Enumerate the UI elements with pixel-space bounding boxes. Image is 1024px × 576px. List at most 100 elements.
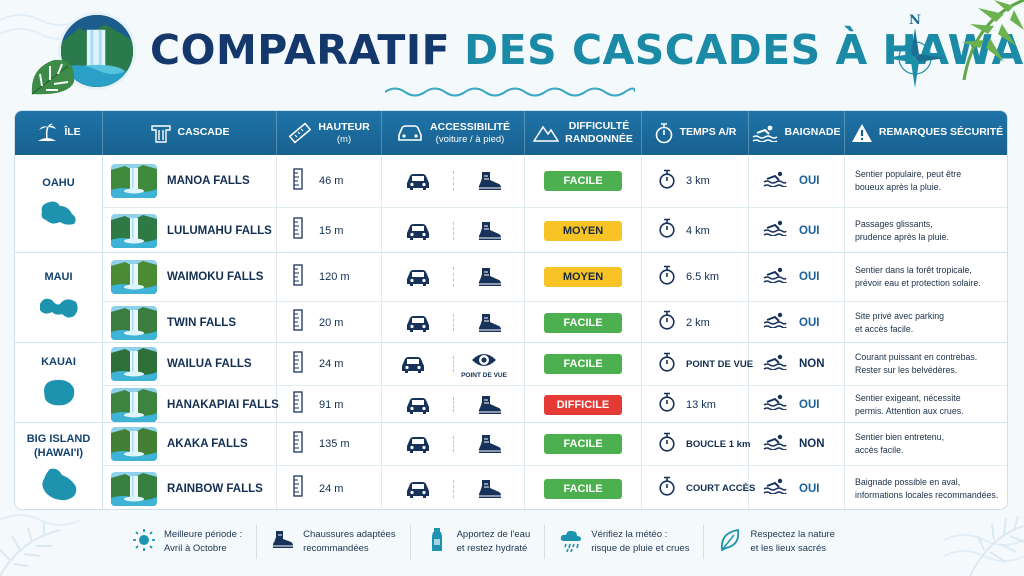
time-value: COURT ACCÈS: [686, 483, 756, 494]
swimmer-icon: [753, 125, 778, 142]
stopwatch-icon: [658, 169, 676, 194]
sun-icon: [132, 527, 156, 558]
tip-text: Respectez la nature et les lieux sacrés: [750, 529, 835, 554]
height-value: 120 m: [319, 271, 350, 283]
tip-text: Chaussures adaptées recommandées: [303, 529, 396, 554]
cascade-cell: TWIN FALLS: [103, 302, 277, 343]
height-cell: 24 m: [277, 466, 382, 509]
water-bottle-icon: [425, 527, 449, 558]
swim-value: NON: [799, 358, 825, 370]
hiking-boot-icon: [475, 220, 503, 242]
remark-line: Sentier populaire, peut être: [855, 169, 962, 180]
tip-item: Vérifiez la météo : risque de pluie et cr…: [545, 525, 705, 559]
height-cell: 120 m: [277, 253, 382, 301]
compass-rose-icon: N: [885, 13, 945, 88]
time-value: 2 km: [686, 316, 710, 329]
table-body: OAHU MANOA FALLS 46 m FACILE 3 km OUI Sentier …: [15, 155, 1007, 509]
remark-line: permis. Attention aux crues.: [855, 405, 964, 416]
ruler-icon: [293, 475, 303, 502]
swim-value: OUI: [799, 398, 820, 411]
swim-cell: OUI: [749, 253, 845, 301]
header-difficulte: DIFFICULTÉ RANDONNÉE: [525, 111, 642, 155]
cascade-name: LULUMAHU FALLS: [167, 224, 272, 237]
remark-cell: Site privé avec parking et accès facile.: [845, 302, 1007, 343]
table-row: RAINBOW FALLS 24 m FACILE COURT ACCÈS OUI Bai…: [103, 465, 1007, 509]
swimmer-icon: [763, 312, 787, 333]
access-cell: [382, 253, 525, 301]
cascade-name: AKAKA FALLS: [167, 438, 248, 450]
swim-value: OUI: [799, 316, 820, 329]
time-value: 13 km: [686, 398, 716, 411]
table-row: WAIMOKU FALLS 120 m MOYEN 6.5 km OUI Sentier …: [103, 253, 1007, 301]
remark-line: accès facile.: [855, 445, 904, 455]
island-map-icon: [41, 201, 76, 226]
swim-value: OUI: [799, 482, 820, 495]
difficulty-badge: FACILE: [544, 434, 622, 454]
car-icon: [404, 312, 432, 334]
island-name: MAUI: [44, 270, 73, 283]
header-remarques: REMARQUES SÉCURITÉ: [845, 111, 1007, 155]
tip-text: Vérifiez la météo : risque de pluie et cr…: [591, 529, 690, 554]
rain-cloud-icon: [559, 527, 583, 558]
time-value: 4 km: [686, 224, 710, 237]
island-cell: MAUI: [15, 253, 103, 342]
access-label: POINT DE VUE: [461, 372, 507, 379]
car-icon: [404, 478, 432, 500]
header-baignade: BAIGNADE: [749, 111, 845, 155]
access-cell: POINT DE VUE: [382, 343, 525, 385]
remark-line: informations locales recommandées.: [855, 489, 999, 500]
time-value: 3 km: [686, 175, 710, 187]
car-icon: [404, 220, 432, 242]
difficulty-cell: FACILE: [525, 155, 642, 207]
island-map-icon: [41, 468, 76, 500]
waterfall-photo: [111, 164, 157, 198]
difficulty-cell: FACILE: [525, 423, 642, 465]
cascade-name: WAIMOKU FALLS: [167, 271, 264, 283]
difficulty-badge: FACILE: [544, 312, 622, 333]
cascade-cell: MANOA FALLS: [103, 155, 277, 207]
stopwatch-icon: [658, 352, 676, 377]
swim-value: OUI: [799, 271, 820, 283]
time-cell: 3 km: [642, 155, 749, 207]
time-cell: BOUCLE 1 km: [642, 423, 750, 465]
remark-line: Rester sur les belvédères.: [855, 365, 958, 375]
mountain-icon: [533, 125, 560, 142]
height-value: 46 m: [319, 175, 344, 187]
difficulty-badge: MOYEN: [544, 220, 622, 241]
palm-leaf-decoration: [969, 515, 1024, 576]
time-value: POINT DE VUE: [686, 358, 754, 370]
cascade-cell: LULUMAHU FALLS: [103, 208, 277, 253]
swimmer-icon: [763, 171, 787, 192]
tip-text: Meilleure période : Avril à Octobre: [164, 529, 243, 554]
height-cell: 24 m: [277, 343, 382, 385]
hiking-boot-icon: [475, 170, 503, 192]
time-cell: COURT ACCÈS: [642, 466, 755, 509]
header-temps: TEMPS A/R: [642, 111, 749, 155]
island-name: OAHU: [42, 176, 75, 189]
remark-cell: Sentier populaire, peut être boueux après…: [845, 155, 1007, 207]
table-header: ÎLE CASCADE HAUTEUR (m) ACCESSIBILITÉ (voi…: [15, 111, 1007, 155]
difficulty-cell: FACILE: [525, 302, 642, 343]
car-icon: [398, 125, 422, 141]
header-ile: ÎLE: [15, 111, 103, 155]
table-row: AKAKA FALLS 135 m FACILE BOUCLE 1 km NON Sent…: [103, 423, 1007, 465]
cascade-name: MANOA FALLS: [167, 175, 250, 187]
tip-item: Meilleure période : Avril à Octobre: [118, 525, 258, 559]
island-cell: OAHU: [15, 155, 103, 252]
island-map-icon: [43, 380, 74, 406]
hiking-boot-icon: [475, 394, 503, 416]
access-cell: [382, 386, 525, 423]
height-value: 24 m: [319, 482, 344, 495]
stopwatch-icon: [658, 218, 676, 243]
swimmer-icon: [763, 434, 787, 455]
leaf-icon: [718, 527, 742, 558]
difficulty-badge: FACILE: [544, 478, 622, 499]
remark-cell: Sentier exigeant, nécessite permis. Atten…: [845, 386, 1007, 423]
time-cell: POINT DE VUE: [642, 343, 753, 385]
height-value: 24 m: [319, 358, 344, 370]
waterfall-photo: [111, 427, 157, 461]
remark-line: et accès facile.: [855, 323, 914, 334]
height-value: 135 m: [319, 438, 350, 450]
remark-line: Courant puissant en contrebas.: [855, 352, 978, 363]
height-cell: 135 m: [277, 423, 382, 465]
